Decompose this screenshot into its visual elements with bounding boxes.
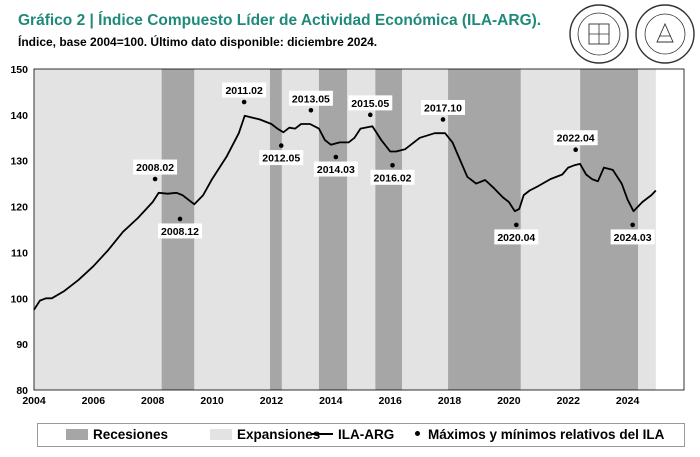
extremum-point [308, 107, 314, 113]
extremum-label-bg [420, 99, 465, 115]
x-tick-label: 2020 [497, 395, 521, 407]
extremum-label-bg [222, 82, 267, 98]
chart-title: Gráfico 2 | Índice Compuesto Líder de Ac… [18, 12, 542, 29]
x-tick-label: 2022 [557, 395, 581, 407]
extremum-label-bg [158, 223, 203, 239]
expansion-swatch [210, 429, 232, 440]
x-tick-label: 2014 [319, 395, 343, 407]
x-tick-label: 2016 [378, 395, 402, 407]
ila-arg-line [33, 114, 657, 311]
expansion-band [402, 69, 449, 390]
legend-expansions: Expansiones [210, 427, 320, 442]
y-tick-label: 100 [10, 293, 28, 305]
extremum-label-bg [288, 90, 333, 106]
legend: Recesiones Expansiones ILA-ARG Máximos y… [37, 423, 685, 447]
extremum-label: 2022.04 [557, 133, 595, 145]
bolsa-santa-fe-seal [569, 4, 629, 64]
extremum-label-bg [494, 229, 539, 245]
recession-band [375, 69, 403, 390]
x-tick-label: 2024 [616, 395, 640, 407]
extremum-point [241, 99, 247, 105]
extremum-point [278, 143, 284, 148]
extremum-label-bg [370, 169, 415, 185]
extremum-label: 2013.05 [292, 93, 330, 105]
extremum-label: 2014.03 [317, 164, 355, 176]
extremum-label: 2011.02 [225, 85, 263, 97]
extremum-label: 2008.02 [136, 162, 174, 174]
legend-extrema: Máximos y mínimos relativos del ILA [411, 427, 664, 442]
extremum-label-bg [313, 161, 358, 177]
y-tick-label: 130 [10, 156, 28, 168]
extremum-label: 2017.10 [424, 102, 462, 114]
x-tick-label: 2008 [141, 395, 165, 407]
recession-swatch [66, 429, 88, 440]
cycle-bands [34, 69, 656, 390]
legend-extrema-label: Máximos y mínimos relativos del ILA [428, 427, 665, 442]
y-tick-label: 110 [11, 247, 28, 259]
extremum-point [367, 112, 373, 118]
dot-swatch [415, 431, 420, 436]
extremum-point [630, 222, 635, 228]
plot-border [33, 68, 685, 391]
x-tick-label: 2018 [438, 395, 462, 407]
expansion-band [347, 69, 376, 390]
extremum-point [573, 147, 578, 153]
chart-subtitle: Índice, base 2004=100. Último dato dispo… [18, 35, 378, 49]
extrema-points: 2008.02 2008.12 2011.02 2012.05 2013.05 2014.… [133, 82, 655, 245]
y-tick-label: 80 [16, 385, 28, 397]
x-tick-label: 2006 [82, 395, 106, 407]
extremum-point [152, 176, 158, 182]
extremum-point [177, 216, 183, 222]
extremum-label-bg [348, 95, 393, 111]
extremum-label-bg [553, 130, 598, 146]
extremum-point [440, 117, 446, 122]
x-axis: 2004 2006 2008 2010 2012 2014 2016 2018 2020 2022… [22, 395, 639, 407]
expansion-band [281, 69, 319, 390]
recession-band [318, 69, 348, 390]
y-tick-label: 120 [10, 202, 28, 214]
expansion-band [194, 69, 270, 390]
extremum-label: 2012.05 [262, 153, 300, 165]
legend-recessions-label: Recesiones [93, 427, 169, 442]
extremum-point [514, 222, 519, 228]
extremum-point [333, 154, 339, 160]
institution-logos [569, 4, 695, 64]
legend-expansions-label: Expansiones [237, 427, 321, 442]
x-tick-label: 2010 [200, 395, 224, 407]
extremum-label: 2020.04 [497, 232, 535, 244]
extremum-label: 2016.02 [374, 172, 412, 184]
x-tick-label: 2004 [22, 395, 46, 407]
bolsa-rosario-seal [635, 4, 695, 64]
line-swatch [311, 433, 333, 435]
extremum-label-bg [133, 159, 178, 175]
extremum-label-bg [259, 150, 304, 166]
extremum-label: 2008.12 [161, 226, 199, 238]
expansion-band [34, 69, 162, 390]
extremum-label-bg [610, 229, 655, 245]
legend-recessions: Recesiones [66, 427, 168, 442]
y-tick-label: 140 [10, 110, 28, 122]
legend-series-label: ILA-ARG [338, 427, 395, 442]
extremum-label: 2015.05 [351, 98, 389, 110]
y-tick-label: 150 [10, 64, 28, 76]
recession-band [269, 69, 282, 390]
y-tick-label: 90 [16, 339, 28, 351]
legend-series: ILA-ARG [311, 427, 394, 442]
extremum-point [390, 163, 395, 168]
extremum-label: 2024.03 [614, 232, 652, 244]
y-axis: 80 90 100 110 120 130 140 150 [10, 64, 28, 397]
x-tick-label: 2012 [260, 395, 284, 407]
